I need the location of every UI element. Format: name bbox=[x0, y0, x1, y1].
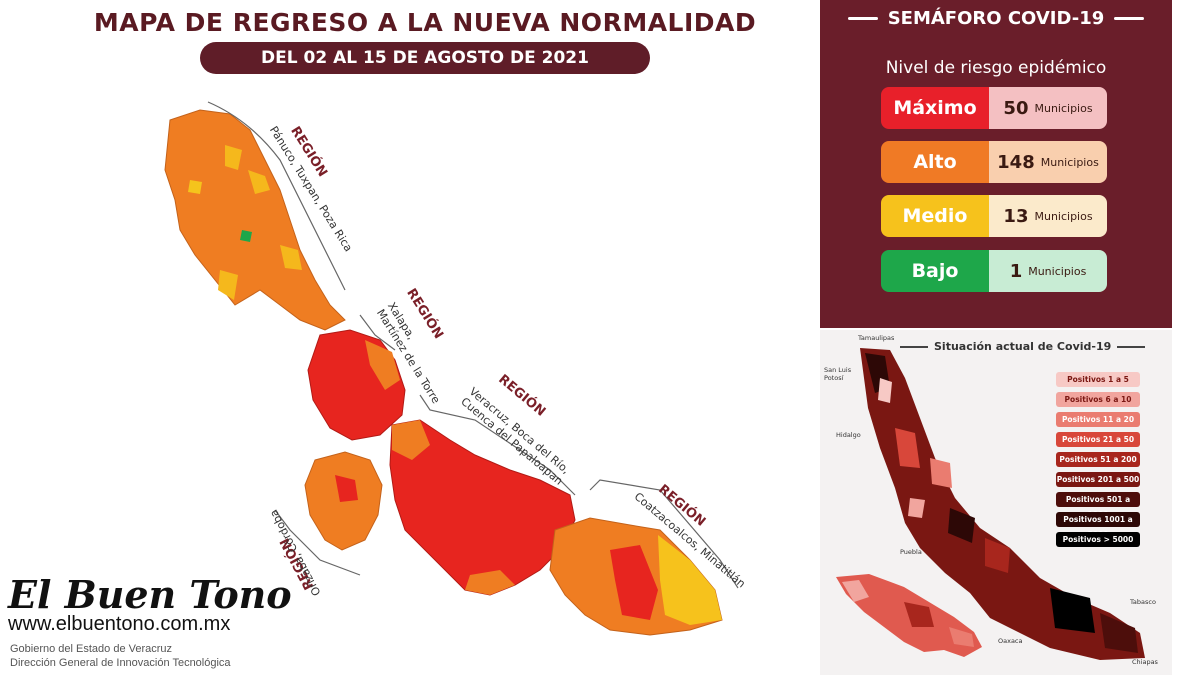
semaforo-panel: SEMÁFORO COVID-19 Nivel de riesgo epidém… bbox=[820, 0, 1172, 328]
risk-row-bajo: Bajo 1 Municipios bbox=[881, 250, 1107, 292]
state-label-chiapas: Chiapas bbox=[1132, 658, 1158, 666]
risk-count-number: 1 bbox=[1009, 260, 1023, 282]
risk-count-unit: Municipios bbox=[1040, 155, 1099, 169]
risk-count: 50 Municipios bbox=[989, 87, 1107, 129]
risk-count-unit: Municipios bbox=[1034, 209, 1093, 223]
risk-count-unit: Municipios bbox=[1034, 101, 1093, 115]
risk-count: 13 Municipios bbox=[989, 195, 1107, 237]
semaforo-subtitle: Nivel de riesgo epidémico bbox=[885, 58, 1107, 78]
state-label-oaxaca: Oaxaca bbox=[998, 637, 1023, 645]
risk-level-label: Alto bbox=[881, 141, 989, 183]
veracruz-region-map bbox=[164, 101, 739, 636]
semaforo-title-bar: SEMÁFORO COVID-19 bbox=[820, 6, 1172, 30]
legend-item-21-50: Positivos 21 a 50 bbox=[1056, 432, 1140, 447]
legend-item-501-1000: Positivos 501 a 1000 bbox=[1056, 492, 1140, 519]
gov-credit-line2: Dirección General de Innovación Tecnológ… bbox=[10, 657, 231, 669]
covid-title-bar: Situación actual de Covid-19 bbox=[900, 340, 1160, 353]
map-region-veracruz bbox=[389, 419, 576, 596]
map-region-north bbox=[164, 109, 346, 331]
legend-item-6-10: Positivos 6 a 10 bbox=[1056, 392, 1140, 407]
title-divider-right bbox=[1114, 16, 1145, 20]
state-label-slp: San Luis Potosí bbox=[824, 366, 852, 382]
title-divider-left bbox=[847, 16, 878, 20]
covid-title-divider-right bbox=[1117, 345, 1146, 348]
page-title: MAPA DE REGRESO A LA NUEVA NORMALIDAD bbox=[93, 8, 757, 37]
covid-veracruz-map bbox=[860, 348, 1145, 660]
gov-credit-line1: Gobierno del Estado de Veracruz bbox=[10, 643, 173, 655]
risk-level-label: Máximo bbox=[881, 87, 989, 129]
risk-count: 1 Municipios bbox=[989, 250, 1107, 292]
state-label-tamaulipas: Tamaulipas bbox=[858, 334, 895, 342]
risk-row-maximo: Máximo 50 Municipios bbox=[881, 87, 1107, 129]
covid-title: Situación actual de Covid-19 bbox=[934, 340, 1112, 353]
risk-row-medio: Medio 13 Municipios bbox=[881, 195, 1107, 237]
risk-count-number: 13 bbox=[1003, 205, 1029, 227]
risk-row-alto: Alto 148 Municipios bbox=[881, 141, 1107, 183]
state-label-puebla: Puebla bbox=[900, 548, 922, 556]
brand-url-link[interactable]: www.elbuentono.com.mx bbox=[8, 613, 231, 635]
legend-item-11-20: Positivos 11 a 20 bbox=[1056, 412, 1140, 427]
semaforo-title: SEMÁFORO COVID-19 bbox=[887, 7, 1105, 29]
date-range-pill: DEL 02 AL 15 DE AGOSTO DE 2021 bbox=[200, 42, 650, 74]
legend-item-1-5: Positivos 1 a 5 bbox=[1056, 372, 1140, 387]
legend-item-51-200: Positivos 51 a 200 bbox=[1056, 452, 1140, 467]
risk-count-number: 148 bbox=[997, 151, 1035, 173]
risk-count-number: 50 bbox=[1003, 97, 1029, 119]
state-label-tabasco: Tabasco bbox=[1130, 598, 1156, 606]
risk-count-unit: Municipios bbox=[1028, 264, 1087, 278]
legend-item-201-500: Positivos 201 a 500 bbox=[1056, 472, 1140, 487]
risk-level-label: Medio bbox=[881, 195, 989, 237]
risk-level-label: Bajo bbox=[881, 250, 989, 292]
covid-title-divider-left bbox=[900, 345, 928, 348]
state-label-hidalgo: Hidalgo bbox=[836, 431, 861, 439]
legend-item-5000-plus: Positivos > 5000 bbox=[1056, 532, 1140, 547]
risk-count: 148 Municipios bbox=[989, 141, 1107, 183]
brand-logo-text: El Buen Tono bbox=[8, 572, 292, 617]
legend-item-1001-5000: Positivos 1001 a 5000 bbox=[1056, 512, 1140, 539]
mexico-inset-map bbox=[836, 574, 982, 657]
covid-status-panel: Situación actual de Covid-19 Tamaulipas … bbox=[820, 330, 1172, 675]
